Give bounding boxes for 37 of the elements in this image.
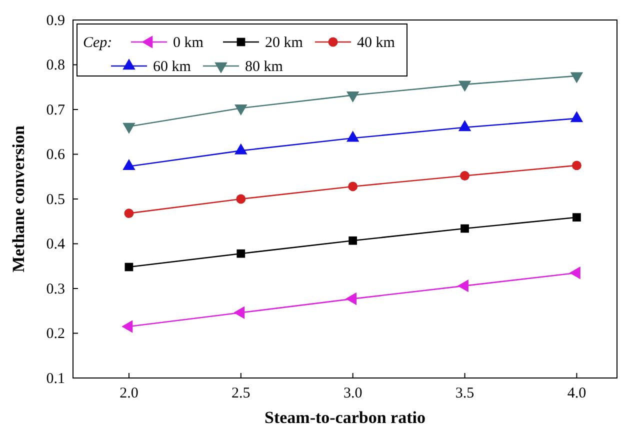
point [348, 182, 358, 192]
point [460, 224, 469, 233]
legend-label: 20 km [265, 35, 304, 51]
y-tick-label: 0.6 [46, 147, 66, 164]
x-tick-label: 3.0 [343, 386, 362, 402]
y-tick-label: 0.3 [46, 281, 65, 298]
legend-label: 40 km [357, 35, 396, 51]
point [572, 160, 582, 170]
point [460, 171, 470, 180]
x-tick-label: 3.5 [455, 386, 474, 402]
point [124, 262, 134, 272]
y-axis-title: Methane conversion [9, 125, 28, 272]
x-axis-title: Steam-to-carbon ratio [264, 408, 426, 427]
x-tick-label: 2.0 [120, 386, 138, 402]
point [570, 72, 584, 84]
y-tick-label: 0.9 [46, 12, 65, 29]
point [236, 249, 246, 258]
point [348, 236, 358, 245]
legend-title: Cep: [83, 35, 112, 51]
y-tick-label: 0.4 [46, 236, 66, 253]
point [234, 104, 248, 116]
legend-label: 0 km [173, 35, 204, 51]
legend-label: 80 km [245, 59, 284, 75]
x-tick-label: 4.0 [567, 386, 586, 402]
point [122, 122, 136, 134]
y-tick-label: 0.7 [46, 102, 66, 118]
point [572, 213, 581, 222]
y-tick-label: 0.5 [46, 192, 65, 208]
point [346, 92, 360, 103]
y-tick-label: 0.2 [46, 326, 65, 342]
point [236, 194, 246, 204]
y-tick-label: 0.8 [46, 58, 65, 74]
point [124, 208, 134, 218]
x-tick-label: 2.5 [232, 386, 250, 402]
legend-label: 60 km [153, 59, 192, 75]
point [458, 80, 472, 92]
y-tick-label: 0.1 [46, 370, 65, 387]
